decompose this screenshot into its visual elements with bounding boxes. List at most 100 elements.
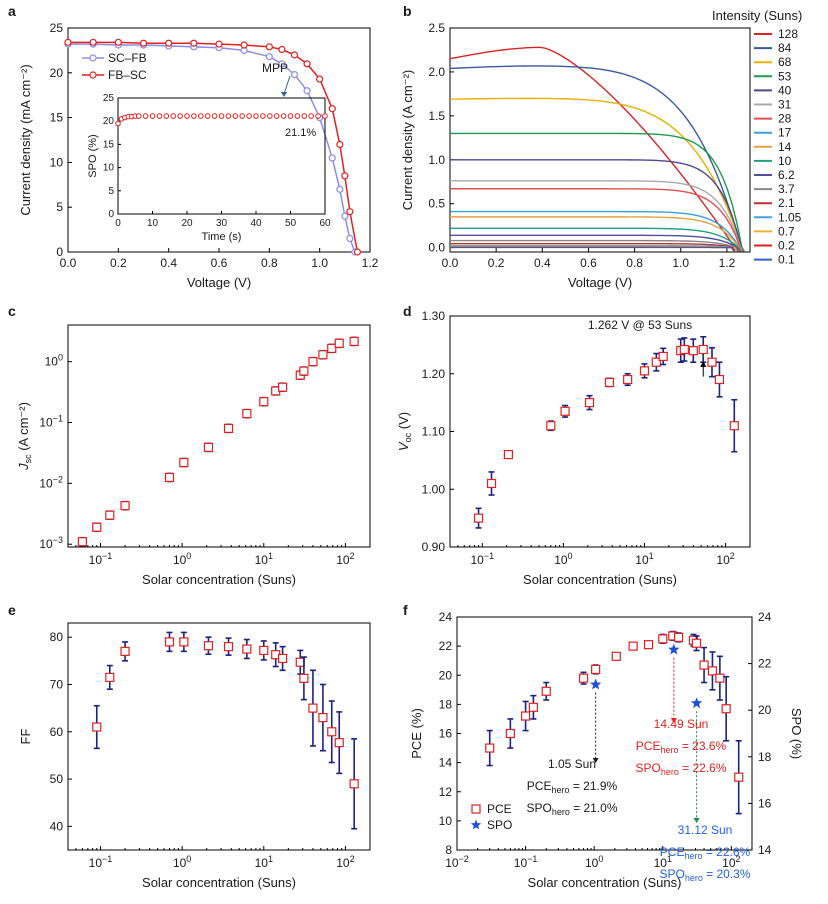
panel-e-point	[179, 637, 189, 647]
panel-b-legend-label: 0.2	[778, 239, 795, 253]
inset-point	[149, 113, 156, 119]
panel-d-x-label: 101	[635, 551, 653, 567]
panel-b-legend-label: 84	[778, 41, 792, 55]
panel-b-series-84-line	[449, 65, 744, 252]
panel-e-point	[299, 673, 309, 683]
panel-d-point	[651, 357, 661, 367]
inset-x-label: 50	[285, 218, 297, 229]
panel-a-y-label: 25	[50, 21, 64, 35]
panel-f-point	[520, 711, 531, 721]
mpp-annotation: MPP	[262, 61, 288, 75]
panel-b-y-label: 2.5	[428, 21, 445, 35]
panel-b-x-label: 0.6	[580, 256, 597, 270]
inset-point	[177, 113, 183, 119]
legend-label-1: FB–SC	[108, 68, 147, 82]
panel-b-x-label: 1.2	[719, 256, 736, 270]
panel-e-point	[277, 653, 288, 664]
panel-label-d: d	[403, 303, 412, 319]
panel-a-series-1-point	[336, 140, 344, 149]
panel-f-legend-pce-marker	[471, 804, 481, 814]
panel-f-point	[734, 772, 744, 782]
panel-a-series-0-point	[278, 60, 286, 68]
panel-b-series-10-line	[450, 227, 742, 252]
panel-b-legend-label: 14	[778, 140, 792, 154]
panel-f-point	[591, 664, 601, 675]
panel-a-series-1-point	[190, 39, 198, 47]
panel-f-x-label: 10−1	[514, 854, 538, 870]
panel-label-a: a	[8, 3, 16, 19]
inset-point	[239, 113, 245, 119]
panel-f-point	[505, 728, 515, 739]
inset-point	[170, 113, 176, 119]
panel-f-ylabel: PCE (%)	[409, 708, 424, 759]
panel-f-yr-label: 18	[758, 750, 772, 764]
panel-f-spo-star	[690, 697, 703, 709]
panel-b-legend-label: 10	[778, 154, 792, 168]
panel-e-point	[295, 657, 305, 667]
panel-f-y-label: 12	[439, 785, 453, 799]
panel-c-point	[223, 423, 234, 433]
panel-a-series-1-point	[114, 38, 122, 46]
panel-c-x-label: 10−1	[89, 551, 113, 567]
panel-f-callout-spo-1: SPOhero = 22.6%	[635, 761, 726, 777]
panel-b-y-label: 0.5	[428, 197, 445, 211]
panel-a-series-0-point	[303, 87, 311, 95]
inset-point	[287, 113, 294, 119]
inset-x-label: 60	[319, 218, 331, 229]
panel-b-legend-label: 53	[778, 69, 792, 83]
panel-e-x-label: 101	[255, 854, 273, 870]
panel-d-point	[604, 377, 615, 388]
panel-a-ylabel: Current density (mA cm⁻²)	[18, 64, 33, 215]
panel-d-point	[486, 478, 497, 489]
panel-d-arrow-head	[700, 361, 707, 367]
panel-c-point	[318, 350, 328, 360]
panel-c-y-label: 10−1	[39, 413, 63, 429]
panel-a-y-label: 0	[56, 245, 63, 259]
panel-f-point	[673, 632, 684, 642]
panel-f-point	[707, 666, 718, 676]
panel-b-series-128-line	[449, 46, 738, 252]
inset-x-label: 30	[216, 218, 228, 229]
panel-c-point	[92, 522, 102, 532]
inset-y-label: 15	[103, 139, 115, 150]
panel-c-point	[164, 472, 175, 483]
panel-f-ylabel-right: SPO (%)	[789, 708, 804, 759]
panel-a-series-0-point	[265, 53, 273, 61]
panel-f-point	[643, 640, 654, 650]
legend-title: Intensity (Suns)	[712, 8, 802, 23]
panel-a-series-1-point	[64, 38, 72, 46]
panel-f-callout-sun-0: 1.05 Sun	[548, 757, 596, 771]
panel-d-point	[503, 450, 514, 460]
panel-b-series-6.2-line	[450, 234, 741, 252]
panel-d-point	[546, 421, 556, 431]
panel-f-callout-pce-2: PCEhero = 22.6%	[660, 845, 751, 861]
panel-e-y-label: 60	[50, 725, 64, 739]
panel-e-point	[242, 644, 252, 654]
panel-f-yr-label: 16	[758, 796, 772, 810]
panel-f-point	[699, 660, 709, 670]
inset-point	[218, 113, 225, 119]
panel-d-point	[623, 374, 633, 385]
panel-f-y-label: 24	[439, 610, 453, 624]
panel-a-series-0-point	[290, 70, 299, 79]
panel-d-y-label: 1.10	[422, 425, 446, 439]
panel-b-series-40-line	[450, 159, 745, 252]
panel-c-point	[327, 343, 337, 354]
panel-b-legend-label: 0.7	[778, 224, 795, 238]
panel-c-point	[308, 357, 318, 367]
panel-d-x-label: 10−1	[470, 551, 494, 567]
panel-c-point	[334, 338, 344, 348]
panel-b-legend-label: 40	[778, 83, 792, 97]
panel-f-arrow-head	[592, 758, 599, 763]
panel-f-yr-label: 14	[758, 843, 772, 857]
inset-x-label: 40	[250, 218, 262, 229]
panel-f-y-label: 8	[445, 843, 452, 857]
panel-b-legend-label: 128	[778, 27, 798, 41]
inset-y-label: 20	[103, 116, 115, 127]
panel-a-series-1-point	[278, 45, 286, 54]
inset-point	[156, 113, 163, 119]
panel-b-x-label: 0.2	[488, 256, 505, 270]
panel-c-y-label: 10−2	[39, 474, 63, 490]
panel-b-x-label: 0.4	[534, 256, 551, 270]
